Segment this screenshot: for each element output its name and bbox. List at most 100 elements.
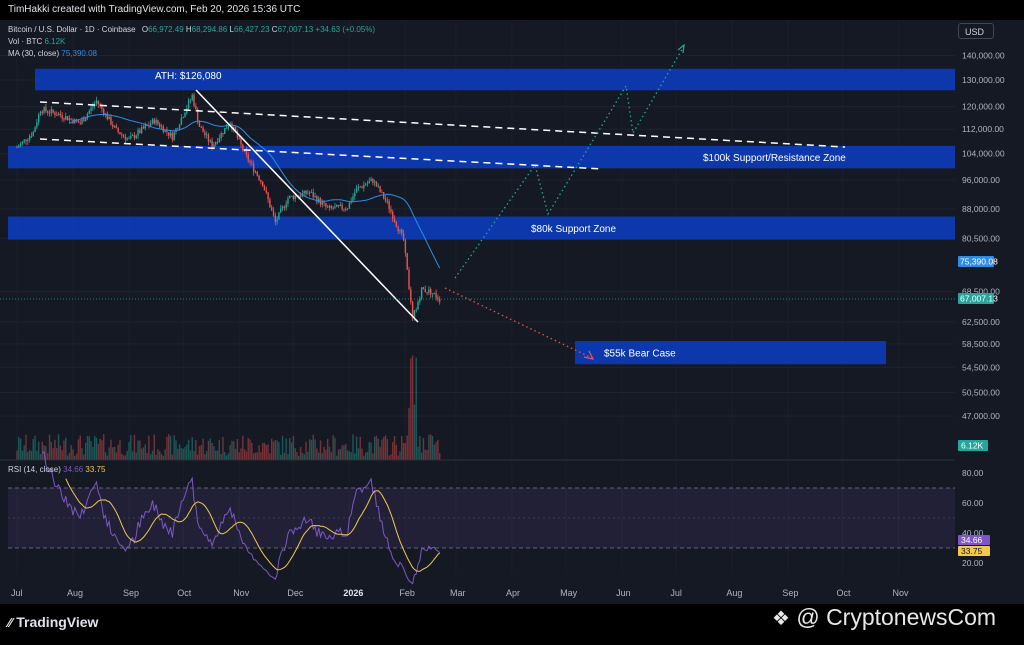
volume-bar [352, 434, 354, 460]
candle-body [173, 132, 175, 140]
volume-bar [56, 448, 58, 460]
candle-body [254, 171, 257, 173]
time-tick-label: Nov [893, 588, 910, 598]
candle-body [242, 144, 244, 151]
volume-bar [18, 436, 20, 460]
candle-body [164, 129, 166, 132]
open-label: O [141, 25, 149, 34]
volume-bar [169, 435, 172, 460]
candle-body [195, 105, 197, 110]
volume-bar [126, 450, 128, 460]
volume-bar [113, 446, 116, 460]
volume-bar [301, 452, 304, 460]
price-tick-label: 54,500.00 [962, 362, 1000, 372]
volume-bar [84, 442, 87, 460]
volume-bar [410, 358, 412, 460]
candle-body [196, 109, 199, 122]
candle-body [86, 113, 89, 119]
volume-bar [308, 439, 311, 460]
volume-bar [245, 451, 248, 460]
time-tick-label: Aug [67, 588, 83, 598]
tradingview-icon: ⁄∕ [8, 615, 13, 630]
candle-body [144, 125, 146, 129]
candle-body [289, 195, 291, 199]
volume-bar [155, 454, 157, 460]
volume-bar [225, 455, 228, 460]
volume-bar [289, 438, 291, 460]
volume-bar [370, 442, 372, 460]
candle-body [290, 195, 293, 197]
volume-bar [361, 448, 363, 460]
volume-bar [251, 442, 253, 460]
low-label: L [229, 25, 234, 34]
volume-bar [178, 444, 181, 460]
candle-body [339, 204, 342, 206]
volume-bar [61, 450, 63, 460]
candle-body [375, 181, 378, 187]
candle-body [90, 107, 92, 111]
volume-bar [348, 451, 351, 460]
zone-label: $55k Bear Case [604, 349, 676, 360]
price-chart[interactable]: $100k Support/Resistance Zone $80k Suppor… [0, 20, 1024, 604]
candle-body [65, 116, 67, 120]
time-tick-label: Jul [670, 588, 682, 598]
candle-body [168, 132, 170, 136]
candle-body [57, 113, 60, 116]
volume-bar [269, 453, 271, 460]
rsi-legend: RSI (14, close) 34.66 33.75 [8, 465, 105, 474]
low-value: 66,427.23 [233, 25, 270, 34]
zone-label: $80k Support Zone [531, 224, 616, 235]
candle-body [30, 136, 33, 137]
volume-bar [260, 452, 262, 460]
rsi-ma-value: 33.75 [85, 465, 106, 474]
candle-body [32, 131, 34, 137]
candle-body [205, 134, 208, 136]
volume-bar [267, 444, 269, 460]
volume-bar [287, 453, 289, 460]
candle-body [272, 210, 275, 216]
volume-bar [50, 441, 53, 460]
volume-bar [171, 454, 174, 460]
volume-bar [162, 455, 165, 460]
volume-label: Vol · BTC [8, 37, 43, 46]
candle-body [343, 208, 345, 210]
volume-bar [415, 357, 417, 460]
volume-bar [48, 434, 51, 460]
volume-bar [27, 451, 29, 460]
volume-bar [180, 448, 183, 460]
candle-body [216, 141, 219, 143]
volume-bar [236, 439, 239, 460]
volume-bar [323, 446, 325, 460]
volume-bar [86, 436, 89, 460]
volume-bar [276, 440, 278, 460]
volume-bar [119, 439, 121, 460]
symbol-name: Bitcoin / U.S. Dollar · 1D · Coinbase [8, 25, 136, 34]
volume-bar [298, 455, 300, 460]
candle-body [95, 100, 98, 104]
volume-bar [303, 454, 305, 460]
zone-label: $100k Support/Resistance Zone [703, 153, 846, 164]
candle-body [23, 139, 25, 142]
rsi-band [8, 488, 955, 548]
volume-bar [402, 442, 405, 460]
price-tick-label: 47,000.00 [962, 411, 1000, 421]
candle-body [28, 136, 31, 140]
candle-body [357, 186, 360, 188]
currency-button[interactable]: USD [958, 23, 994, 39]
volume-bar [140, 448, 143, 460]
volume-bar [130, 435, 132, 460]
volume-bar [117, 444, 119, 460]
candle-body [435, 292, 437, 298]
time-tick-label: Oct [177, 588, 192, 598]
volume-bar [252, 453, 255, 460]
volume-bar [195, 439, 197, 460]
rsi-tick-label: 60.00 [962, 498, 984, 508]
candle-body [115, 125, 118, 129]
candle-body [142, 127, 145, 129]
volume-bar [339, 449, 342, 460]
candle-body [108, 116, 110, 120]
zone-2 [8, 216, 955, 240]
volume-bar [271, 438, 273, 460]
volume-bar [207, 440, 210, 460]
candle-body [101, 105, 103, 110]
